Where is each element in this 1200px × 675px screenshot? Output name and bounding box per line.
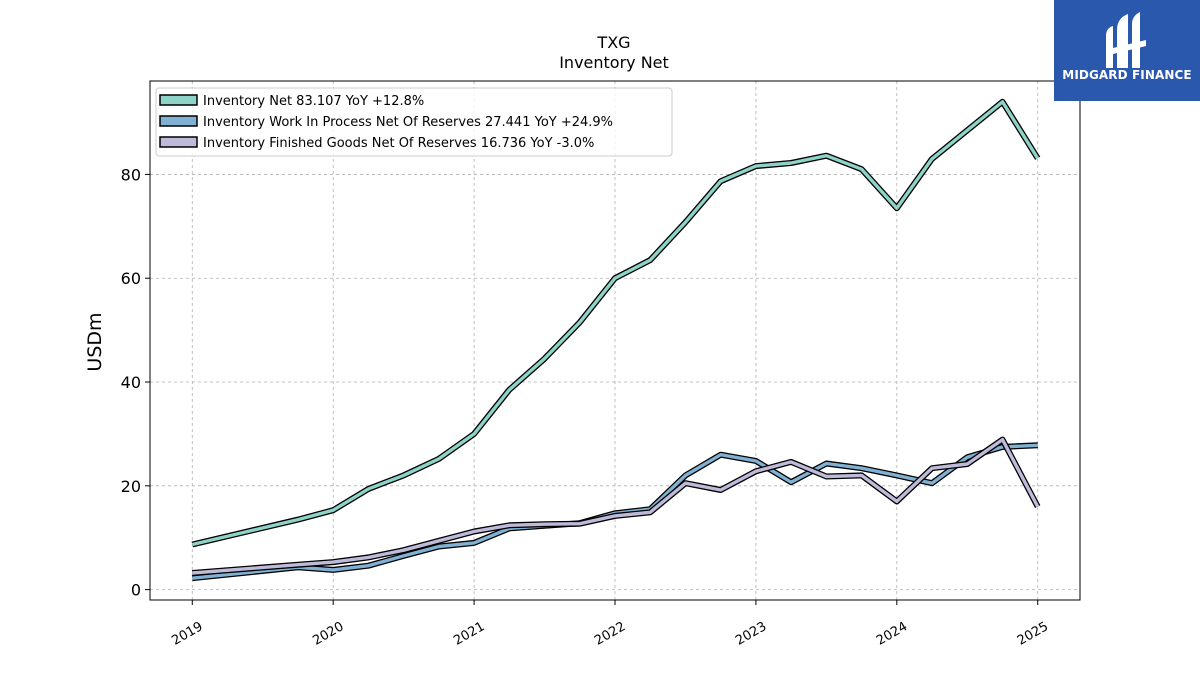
legend-item: Inventory Net 83.107 YoY +12.8% <box>159 94 424 109</box>
legend-label: Inventory Work In Process Net Of Reserve… <box>203 115 613 130</box>
legend-swatch <box>159 136 198 148</box>
x-tick-label: 2023 <box>733 619 769 649</box>
series-1-line <box>191 98 1041 548</box>
legend-swatch <box>159 115 198 127</box>
legend-label: Inventory Net 83.107 YoY +12.8% <box>203 94 424 109</box>
legend-swatch <box>159 94 198 106</box>
series-3-stroke <box>192 437 1040 575</box>
x-tick-label: 2020 <box>310 619 346 649</box>
series-3-line <box>192 436 1041 576</box>
brand-logo: MIDGARD FINANCE <box>1054 0 1200 101</box>
legend-label: Inventory Finished Goods Net Of Reserves… <box>203 136 594 151</box>
series-lines <box>191 98 1041 582</box>
legend-item: Inventory Work In Process Net Of Reserve… <box>159 115 613 130</box>
legend-item: Inventory Finished Goods Net Of Reserves… <box>159 136 594 151</box>
brand-name: MIDGARD FINANCE <box>1062 68 1192 82</box>
y-tick-label: 0 <box>131 581 141 600</box>
y-tick-label: 40 <box>121 373 141 392</box>
chart-subtitle: Inventory Net <box>559 53 669 72</box>
midgard-logo-icon <box>1106 12 1146 68</box>
y-axis-label: USDm <box>84 312 106 371</box>
x-tick-label: 2021 <box>451 619 487 649</box>
axis-ticks: 0 20 40 60 80 2019 2020 2021 2022 2023 2024 2025 <box>121 165 1051 648</box>
x-tick-label: 2025 <box>1015 619 1051 649</box>
chart-title: TXG <box>596 33 630 52</box>
legend-box <box>155 87 673 157</box>
legend: Inventory Net 83.107 YoY +12.8% Inventory… <box>155 87 673 157</box>
x-tick-label: 2022 <box>592 619 628 649</box>
series-1-stroke <box>191 100 1040 547</box>
y-tick-label: 80 <box>121 165 141 184</box>
y-tick-label: 60 <box>121 269 141 288</box>
x-tick-label: 2019 <box>169 619 205 649</box>
x-tick-label: 2024 <box>874 619 910 649</box>
y-tick-label: 20 <box>121 477 141 496</box>
